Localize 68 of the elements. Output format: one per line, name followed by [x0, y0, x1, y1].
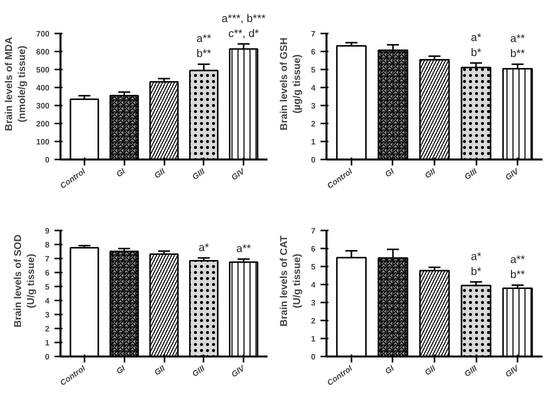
- x-tick-label: GII: [423, 363, 438, 378]
- annotation: b**: [510, 269, 526, 282]
- y-tick-label: 1: [311, 334, 316, 344]
- annotation: a*: [470, 32, 482, 44]
- annotation: a***, b***: [222, 12, 266, 25]
- y-tick-label: 3: [311, 102, 316, 111]
- x-tick-label: GIII: [190, 363, 208, 379]
- y-tick-label: 4: [311, 280, 316, 290]
- x-tick-label: GII: [423, 166, 438, 180]
- y-axis-title: Brain levels of SOD (U/g tissue): [12, 234, 38, 328]
- x-tick-label: GIII: [190, 166, 208, 182]
- annotation: c**, d*: [228, 28, 260, 40]
- y-axis-title: Brain levels of CAT (U/g tissue): [278, 236, 304, 326]
- y-tick-label: 6: [311, 48, 316, 57]
- y-tick-label: 1: [311, 138, 316, 147]
- y-tick-label: 0: [311, 156, 316, 164]
- y-tick-label: 0: [45, 156, 50, 164]
- y-tick-label: 9: [45, 226, 50, 236]
- annotation: a**: [510, 254, 526, 266]
- x-tick-label: GIII: [462, 363, 480, 379]
- x-tick-label: GIV: [230, 166, 247, 182]
- x-tick-label: GI: [114, 363, 128, 376]
- y-tick-label: 700: [36, 30, 50, 39]
- y-tick-label: 6: [45, 268, 50, 278]
- annotation: b*: [470, 266, 482, 278]
- x-tick-label: GII: [152, 166, 168, 180]
- y-tick-label: 500: [36, 66, 50, 75]
- y-tick-label: 5: [311, 66, 316, 75]
- y-tick-label: 0: [311, 352, 316, 362]
- y-tick-label: 2: [45, 324, 50, 334]
- y-tick-label: 0: [45, 352, 50, 362]
- y-tick-label: 6: [311, 244, 316, 254]
- annotation: a**: [510, 33, 526, 46]
- x-tick-label: GI: [114, 166, 128, 180]
- annotation: a*: [470, 250, 482, 263]
- y-tick-label: 7: [45, 254, 50, 264]
- x-tick-label: GI: [383, 166, 396, 180]
- x-tick-label: GIV: [504, 363, 521, 380]
- annotation: b**: [196, 48, 212, 60]
- y-axis-title: Brain levels of GSH (µg/g tissue): [278, 38, 304, 130]
- y-tick-label: 300: [36, 102, 50, 111]
- annotation: a*: [198, 242, 210, 254]
- y-tick-label: 3: [45, 310, 50, 320]
- annotation: b**: [510, 48, 526, 60]
- annotation: a**: [236, 243, 252, 256]
- y-tick-label: 8: [45, 240, 50, 250]
- y-tick-label: 7: [311, 30, 316, 39]
- x-tick-label: GI: [383, 363, 396, 376]
- y-tick-label: 4: [45, 296, 50, 306]
- annotation: a**: [196, 33, 212, 46]
- x-tick-label: GII: [152, 363, 168, 378]
- y-tick-label: 200: [36, 120, 50, 129]
- y-tick-label: 1: [45, 338, 50, 348]
- y-tick-label: 3: [311, 298, 316, 308]
- y-tick-label: 4: [311, 84, 316, 93]
- y-tick-label: 5: [45, 282, 50, 292]
- y-tick-label: 2: [311, 120, 316, 129]
- y-axis-title: Brain levels of MDA (nmole/g tissue): [4, 37, 28, 131]
- x-tick-label: GIV: [230, 363, 247, 380]
- x-tick-label: GIII: [462, 166, 480, 182]
- y-tick-label: 100: [36, 138, 50, 147]
- y-tick-label: 600: [36, 48, 50, 57]
- annotation: b*: [470, 46, 482, 59]
- x-tick-label: GIV: [504, 166, 521, 182]
- y-tick-label: 2: [311, 316, 316, 326]
- y-tick-label: 7: [311, 226, 316, 236]
- y-tick-label: 400: [36, 84, 50, 93]
- y-tick-label: 5: [311, 262, 316, 272]
